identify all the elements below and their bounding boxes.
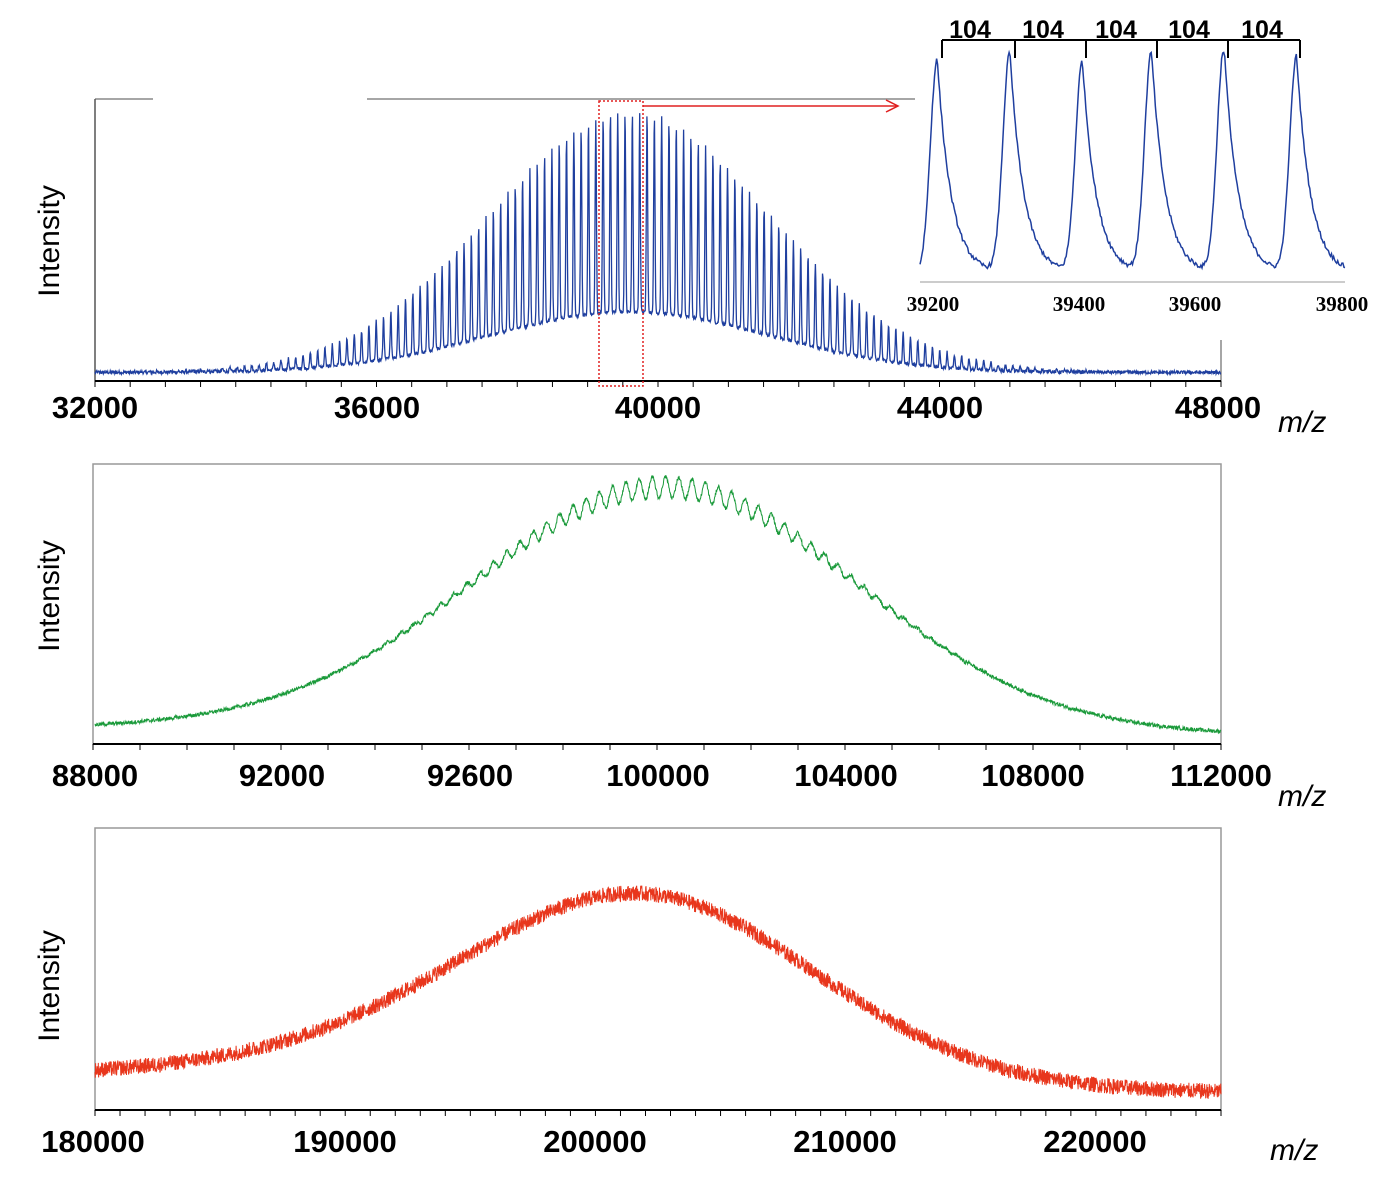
panel1-ylabel: Intensity <box>33 185 66 297</box>
inset-spacing-label-1: 104 <box>1022 16 1064 44</box>
panel2-xtick-2: 92600 <box>427 758 513 793</box>
panel3-frame <box>94 827 1222 1111</box>
panel2-xtick-3: 100000 <box>606 758 709 793</box>
panel3-spectrum-trace <box>94 885 1222 1100</box>
panel3-minor-ticks <box>94 1110 1222 1116</box>
panel3-xtick-3: 210000 <box>793 1124 896 1159</box>
panel1-xtick-1: 36000 <box>334 390 420 425</box>
inset-xtick-3: 39800 <box>1316 292 1369 316</box>
panel2-xunit: m/z <box>1278 780 1326 813</box>
panel2-ylabel: Intensity <box>33 540 66 652</box>
inset-spacing-label-4: 104 <box>1241 16 1283 44</box>
panel1-xtick-2: 40000 <box>615 390 701 425</box>
panel2-spectrum-trace <box>94 474 1222 735</box>
panel1-minor-ticks <box>94 381 1222 387</box>
panel1-xtick-4: 48000 <box>1175 390 1261 425</box>
inset-spacing-label-3: 104 <box>1168 16 1210 44</box>
panel3-xtick-4: 220000 <box>1043 1124 1146 1159</box>
panel2-xtick-1: 92000 <box>239 758 325 793</box>
inset-xtick-1: 39400 <box>1053 292 1106 316</box>
panel3-ylabel: Intensity <box>33 930 66 1042</box>
panel1-inset: 104 104 104 104 104 39200 39400 39600 39… <box>907 16 1369 316</box>
inset-spacing-label-0: 104 <box>949 16 991 44</box>
panel2-minor-ticks <box>92 744 1222 750</box>
panel1-xtick-3: 44000 <box>897 390 983 425</box>
panel3-xtick-1: 190000 <box>293 1124 396 1159</box>
panel2-xtick-6: 112000 <box>1170 758 1272 793</box>
inset-xtick-2: 39600 <box>1169 292 1222 316</box>
panel3-xtick-2: 200000 <box>543 1124 646 1159</box>
inset-bracket-ticks <box>941 40 1301 58</box>
inset-spectrum-trace <box>919 49 1346 271</box>
panel2-xtick-0: 88000 <box>52 758 138 793</box>
panel2-xtick-4: 104000 <box>794 758 897 793</box>
inset-spacing-label-2: 104 <box>1095 16 1137 44</box>
panel2-xtick-5: 108000 <box>981 758 1084 793</box>
panel1-zoom-box <box>598 100 644 387</box>
panel1: 32000 36000 40000 44000 48000 m/z Intens… <box>33 16 1368 439</box>
inset-xtick-0: 39200 <box>907 292 960 316</box>
panel3-xtick-0: 180000 <box>41 1124 144 1159</box>
panel3: 180000 190000 200000 210000 220000 m/z I… <box>33 827 1318 1167</box>
panel1-xtick-0: 32000 <box>52 390 138 425</box>
panel1-spectrum-trace <box>94 113 1222 377</box>
panel2: 88000 92000 92600 100000 104000 108000 1… <box>33 463 1326 813</box>
panel1-xunit: m/z <box>1278 406 1326 439</box>
panel1-zoom-arrowhead <box>885 99 900 113</box>
panel3-xunit: m/z <box>1270 1134 1318 1167</box>
